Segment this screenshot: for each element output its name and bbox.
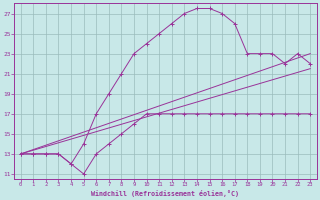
X-axis label: Windchill (Refroidissement éolien,°C): Windchill (Refroidissement éolien,°C) xyxy=(92,190,239,197)
